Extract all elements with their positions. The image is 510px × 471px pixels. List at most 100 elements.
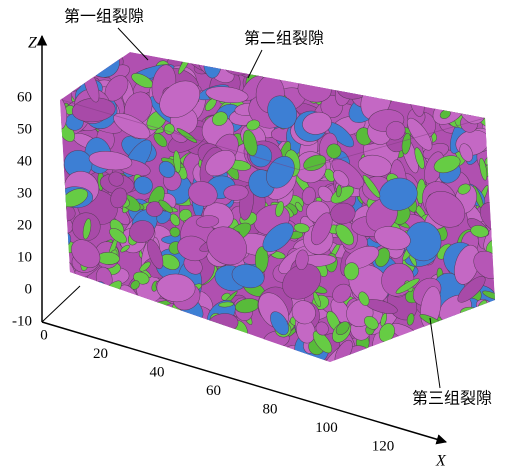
fracture xyxy=(166,330,213,373)
fracture xyxy=(458,78,490,95)
fracture xyxy=(314,45,353,86)
fracture xyxy=(201,326,216,340)
fracture xyxy=(444,68,471,99)
fracture xyxy=(219,41,243,53)
annotation: 第二组裂隙 xyxy=(244,30,324,48)
fracture xyxy=(152,326,175,358)
fracture xyxy=(392,75,417,98)
fracture xyxy=(135,329,176,363)
fracture xyxy=(131,325,147,339)
fracture xyxy=(418,86,437,107)
fracture xyxy=(385,340,402,357)
fracture xyxy=(445,28,488,72)
fracture xyxy=(480,313,510,336)
figure: 第一组裂隙 第二组裂隙 第三组裂隙 Z X 6050403020100-1002… xyxy=(0,0,510,471)
fracture xyxy=(255,346,279,368)
leader-line xyxy=(248,50,262,78)
fracture xyxy=(69,297,87,324)
fracture xyxy=(288,49,309,69)
fracture xyxy=(449,92,455,114)
fracture xyxy=(203,46,222,78)
fracture xyxy=(401,341,413,354)
fracture xyxy=(84,287,107,309)
fracture xyxy=(322,60,334,84)
fracture xyxy=(411,352,425,367)
fracture xyxy=(433,63,456,74)
annotation: 第一组裂隙 xyxy=(64,8,144,26)
fracture xyxy=(470,106,487,115)
fracture xyxy=(339,52,360,80)
fracture xyxy=(358,352,381,376)
fracture xyxy=(223,334,248,360)
fracture xyxy=(49,337,89,362)
z-axis-label: Z xyxy=(28,35,38,52)
fracture xyxy=(416,327,440,348)
fracture xyxy=(340,54,355,70)
fracture xyxy=(468,321,489,349)
fracture xyxy=(445,90,461,112)
fracture xyxy=(439,51,482,93)
fracture xyxy=(439,36,458,57)
fracture xyxy=(433,70,453,106)
fracture xyxy=(459,48,475,64)
fracture xyxy=(321,55,333,70)
fracture xyxy=(228,351,256,370)
fracture xyxy=(468,306,488,332)
fracture xyxy=(456,40,487,58)
x-tick-label: 80 xyxy=(263,401,278,417)
fracture xyxy=(441,49,461,80)
fracture xyxy=(148,40,157,50)
fracture xyxy=(209,28,249,69)
fracture xyxy=(355,56,396,101)
fracture xyxy=(332,34,348,56)
fracture xyxy=(319,36,353,72)
fracture xyxy=(154,334,174,355)
fracture xyxy=(482,76,496,85)
fracture xyxy=(433,40,461,75)
fracture xyxy=(430,322,478,362)
fracture xyxy=(116,322,132,336)
fracture xyxy=(379,68,413,90)
fracture xyxy=(470,53,510,92)
fracture xyxy=(166,48,187,59)
fracture xyxy=(378,344,408,364)
z-tick-label: 60 xyxy=(17,89,32,105)
fracture xyxy=(178,341,212,362)
fracture xyxy=(476,341,489,354)
fracture-block xyxy=(34,28,510,386)
fracture xyxy=(456,99,470,113)
fracture xyxy=(409,334,435,369)
fracture xyxy=(492,261,506,276)
fracture xyxy=(112,303,161,356)
fracture xyxy=(464,59,508,86)
x-tick-label: 120 xyxy=(372,438,395,454)
fracture xyxy=(435,323,448,333)
fracture xyxy=(418,79,439,98)
z-tick-label: 40 xyxy=(17,153,32,169)
fracture xyxy=(51,181,63,191)
fracture xyxy=(436,85,451,107)
z-tick-label: 30 xyxy=(17,185,32,201)
fracture xyxy=(475,339,508,375)
fracture xyxy=(63,61,77,86)
z-tick-label: 20 xyxy=(17,217,32,233)
fracture xyxy=(73,325,83,348)
fracture xyxy=(405,345,413,356)
fracture xyxy=(195,334,207,351)
fracture xyxy=(468,308,485,322)
fracture xyxy=(55,33,92,71)
fracture xyxy=(157,340,185,365)
fracture xyxy=(385,344,406,372)
fracture xyxy=(49,318,91,348)
fracture xyxy=(205,336,228,372)
fracture xyxy=(69,43,100,77)
fracture xyxy=(89,308,116,337)
fracture xyxy=(400,66,428,102)
fracture xyxy=(292,52,329,87)
fracture xyxy=(420,37,462,65)
fracture xyxy=(460,306,482,319)
fracture xyxy=(456,37,476,57)
fracture xyxy=(413,33,444,74)
z-tick-label: 0 xyxy=(25,281,33,297)
x-tick-label: 20 xyxy=(93,346,108,362)
